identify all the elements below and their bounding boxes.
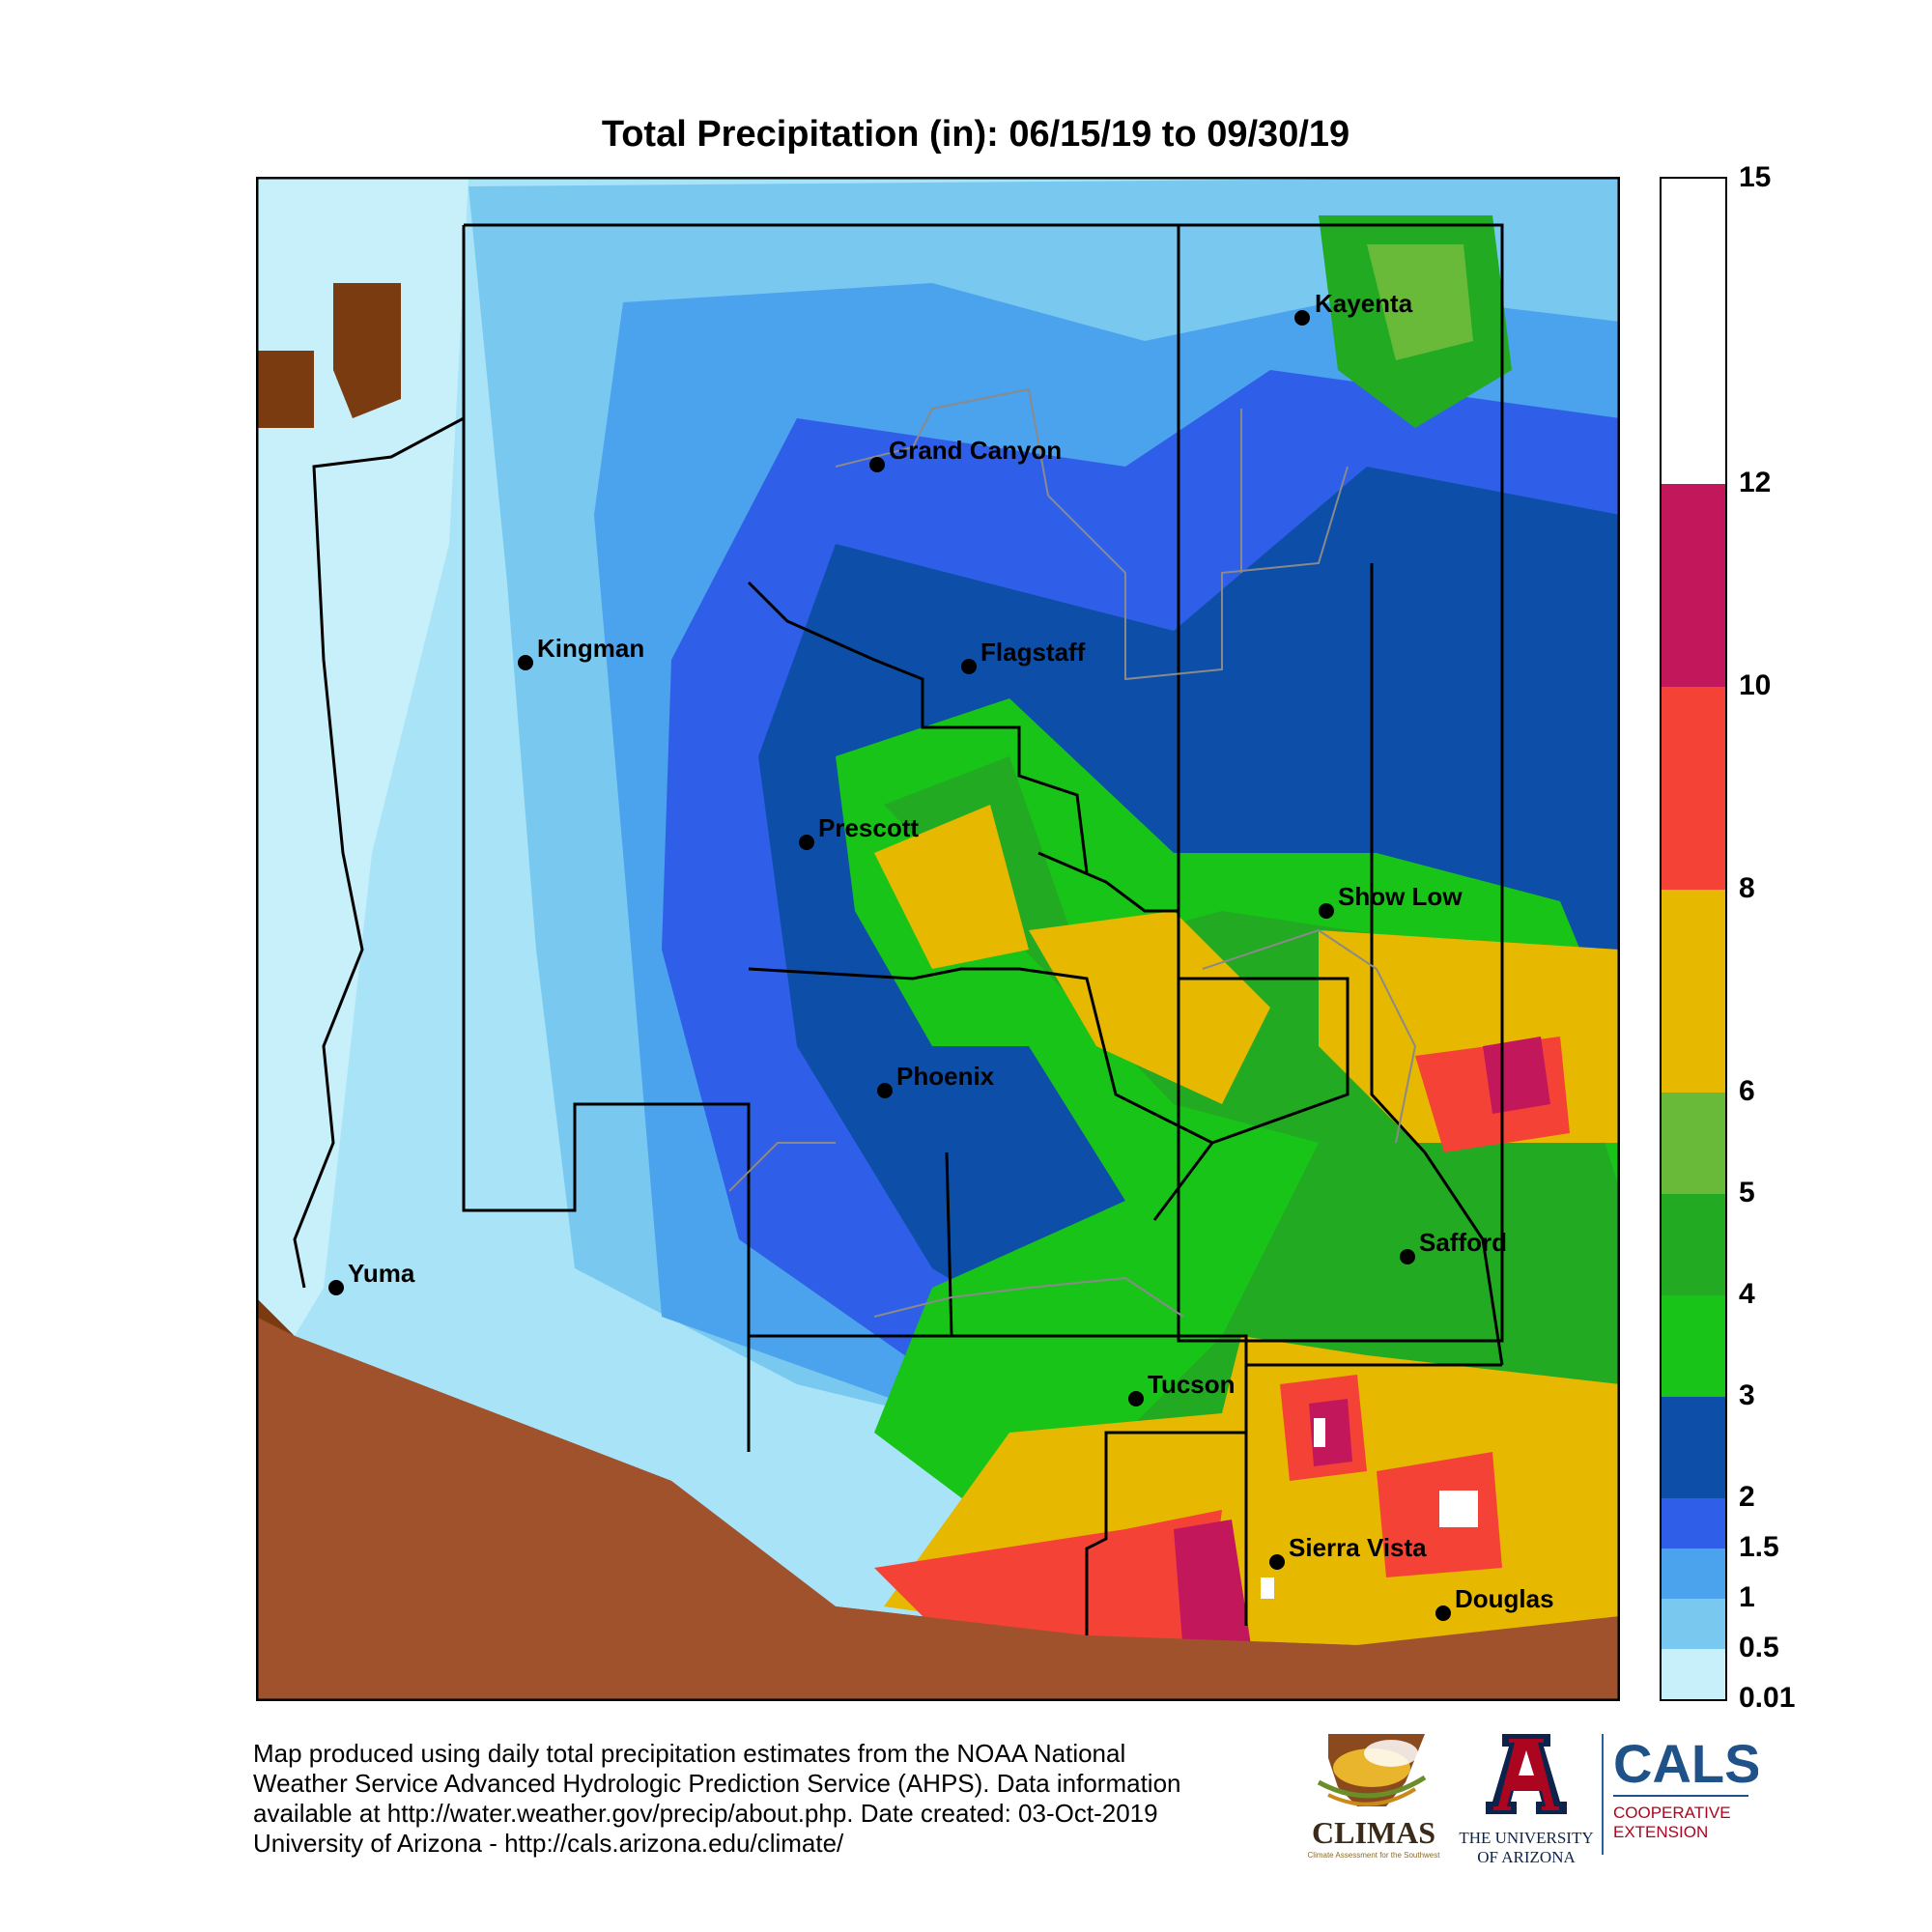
legend-tick-6: 6 bbox=[1739, 1075, 1755, 1107]
legend-tick-0-5: 0.5 bbox=[1739, 1632, 1779, 1663]
city-label: Kayenta bbox=[1315, 289, 1413, 318]
legend-tick-4: 4 bbox=[1739, 1278, 1755, 1310]
legend-tick-15: 15 bbox=[1739, 161, 1772, 193]
precip-region-11in-b bbox=[1483, 1037, 1550, 1114]
reservation-boundaries bbox=[728, 387, 1417, 1318]
legend-swatch-12 bbox=[1662, 484, 1725, 687]
legend-swatch-6 bbox=[1662, 1093, 1725, 1194]
logo-divider bbox=[1602, 1734, 1604, 1855]
no-data-patch-b bbox=[256, 351, 314, 428]
precip-region-7in bbox=[874, 805, 1029, 969]
legend-swatch-5 bbox=[1662, 1194, 1725, 1295]
precip-region-7in-b bbox=[1029, 911, 1270, 1104]
city-flagstaff: Flagstaff bbox=[961, 638, 1086, 674]
city-marker bbox=[518, 655, 533, 670]
credit-line: Weather Service Advanced Hydrologic Pred… bbox=[253, 1769, 1181, 1798]
ua-line1: THE UNIVERSITY bbox=[1459, 1829, 1593, 1847]
legend-swatch-10 bbox=[1662, 687, 1725, 890]
city-label: Douglas bbox=[1455, 1584, 1554, 1613]
precip-region-15in-c bbox=[1261, 1577, 1274, 1599]
legend-tick-0-01: 0.01 bbox=[1739, 1682, 1796, 1714]
precip-region-trace bbox=[256, 177, 469, 1336]
city-kayenta: Kayenta bbox=[1294, 289, 1413, 326]
mexico-region bbox=[256, 1317, 1620, 1701]
city-marker bbox=[1294, 310, 1310, 326]
legend-swatch-2 bbox=[1662, 1498, 1725, 1548]
city-marker bbox=[1128, 1391, 1144, 1406]
legend-tick-5: 5 bbox=[1739, 1177, 1755, 1208]
city-label: Show Low bbox=[1338, 882, 1463, 911]
city-safford: Safford bbox=[1400, 1228, 1507, 1264]
credit-line: Map produced using daily total precipita… bbox=[253, 1739, 1126, 1768]
legend-tick-3: 3 bbox=[1739, 1379, 1755, 1411]
credit-line: University of Arizona - http://cals.ariz… bbox=[253, 1829, 844, 1858]
climas-logo: CLIMAS Climate Assessment for the Southw… bbox=[1299, 1729, 1449, 1864]
precip-region-11in bbox=[1174, 1520, 1251, 1655]
city-marker bbox=[869, 457, 885, 472]
legend-tick-1: 1 bbox=[1739, 1581, 1755, 1613]
city-label: Prescott bbox=[818, 813, 919, 842]
precip-region-6in-b bbox=[1367, 244, 1473, 360]
precip-region-15in-b bbox=[1314, 1418, 1325, 1447]
legend-tick-10: 10 bbox=[1739, 669, 1772, 701]
legend-swatch-8 bbox=[1662, 890, 1725, 1093]
legend-swatch-4 bbox=[1662, 1295, 1725, 1397]
city-label: Tucson bbox=[1148, 1370, 1236, 1399]
city-kingman: Kingman bbox=[518, 634, 644, 670]
city-marker bbox=[961, 659, 977, 674]
climas-subtitle: Climate Assessment for the Southwest bbox=[1308, 1851, 1441, 1860]
city-sierra-vista: Sierra Vista bbox=[1269, 1533, 1427, 1570]
city-grand-canyon: Grand Canyon bbox=[869, 436, 1062, 472]
cals-wordmark: CALS bbox=[1613, 1733, 1758, 1794]
legend-swatch-15 bbox=[1662, 179, 1725, 484]
city-label: Grand Canyon bbox=[889, 436, 1062, 465]
legend-colorbar bbox=[1660, 177, 1727, 1701]
cals-line2: EXTENSION bbox=[1613, 1823, 1708, 1841]
cals-line1: COOPERATIVE bbox=[1613, 1804, 1731, 1822]
city-marker bbox=[1400, 1249, 1415, 1264]
city-label: Kingman bbox=[537, 634, 644, 663]
map-title: Total Precipitation (in): 06/15/19 to 09… bbox=[601, 114, 1350, 155]
credit-text: Map produced using daily total precipita… bbox=[253, 1739, 1296, 1859]
legend-tick-12: 12 bbox=[1739, 467, 1772, 498]
university-of-arizona-logo: THE UNIVERSITY OF ARIZONA bbox=[1459, 1729, 1594, 1874]
cals-logo: CALS COOPERATIVE EXTENSION bbox=[1604, 1729, 1760, 1864]
no-data-patch bbox=[333, 283, 401, 418]
city-phoenix: Phoenix bbox=[877, 1062, 995, 1098]
city-label: Safford bbox=[1419, 1228, 1507, 1257]
ua-line2: OF ARIZONA bbox=[1477, 1848, 1576, 1866]
city-douglas: Douglas bbox=[1435, 1584, 1554, 1621]
legend-tick-8: 8 bbox=[1739, 872, 1755, 904]
precip-region-11in-c bbox=[1309, 1399, 1352, 1466]
city-marker bbox=[799, 835, 814, 850]
city-prescott: Prescott bbox=[799, 813, 919, 850]
city-marker bbox=[328, 1280, 344, 1295]
city-label: Flagstaff bbox=[980, 638, 1086, 667]
legend-swatch-3 bbox=[1662, 1397, 1725, 1498]
city-tucson: Tucson bbox=[1128, 1370, 1236, 1406]
legend-tick-2: 2 bbox=[1739, 1481, 1755, 1513]
city-marker bbox=[1269, 1554, 1285, 1570]
map-border bbox=[255, 176, 1621, 1702]
city-yuma: Yuma bbox=[328, 1259, 415, 1295]
legend-tick-1-5: 1.5 bbox=[1739, 1531, 1779, 1563]
city-label: Sierra Vista bbox=[1289, 1533, 1427, 1562]
city-show-low: Show Low bbox=[1319, 882, 1463, 919]
city-marker bbox=[1435, 1605, 1451, 1621]
precip-region-15in bbox=[1439, 1491, 1478, 1527]
city-marker bbox=[877, 1083, 893, 1098]
legend-swatch-1 bbox=[1662, 1599, 1725, 1649]
precipitation-map: Kayenta Grand Canyon Kingman Flagstaff P… bbox=[255, 176, 1621, 1702]
legend-swatch-0-5 bbox=[1662, 1649, 1725, 1699]
legend-swatch-1-5 bbox=[1662, 1548, 1725, 1599]
city-marker bbox=[1319, 903, 1334, 919]
climas-wordmark: CLIMAS bbox=[1312, 1815, 1435, 1850]
city-label: Yuma bbox=[348, 1259, 415, 1288]
county-boundaries bbox=[293, 223, 1504, 1635]
credit-line: available at http://water.weather.gov/pr… bbox=[253, 1799, 1158, 1828]
city-label: Phoenix bbox=[896, 1062, 995, 1091]
